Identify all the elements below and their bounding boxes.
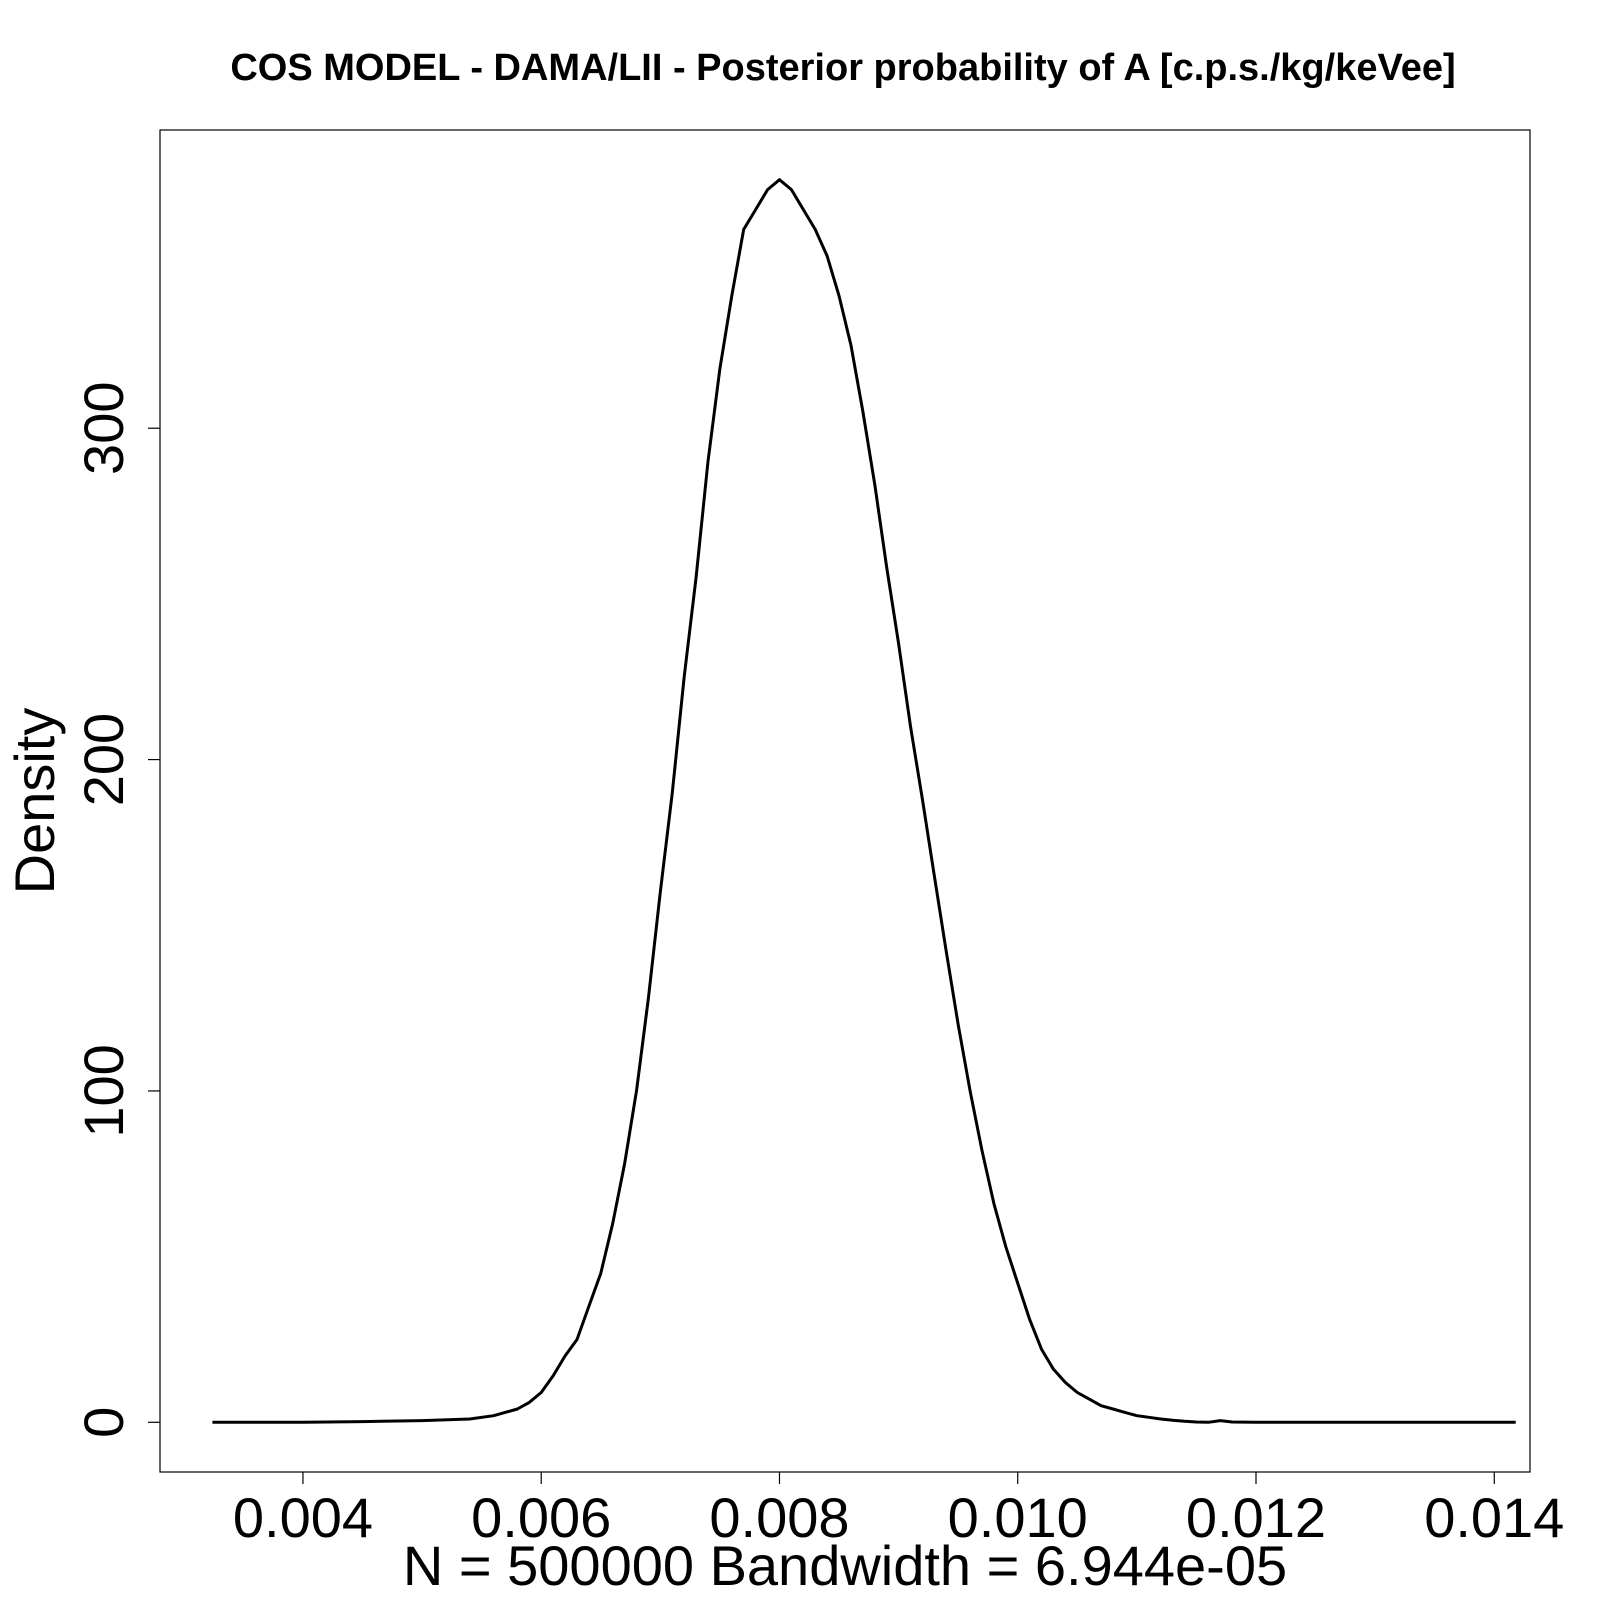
series-group	[212, 178, 1516, 1424]
y-tick-label: 200	[72, 713, 135, 806]
plot-frame	[159, 129, 1531, 1473]
x-tick-label: 0.004	[233, 1486, 373, 1549]
x-tick-label: 0.008	[709, 1486, 849, 1549]
y-tick-label: 0	[72, 1407, 135, 1438]
x-tick-label: 0.014	[1424, 1486, 1564, 1549]
x-tick-label: 0.006	[471, 1486, 611, 1549]
y-axis-label: Density	[3, 708, 66, 895]
x-axis: 0.004 0.006 0.008 0.010 0.012 0.014	[233, 1472, 1564, 1549]
x-axis-label: N = 500000 Bandwidth = 6.944e-05	[403, 1534, 1287, 1597]
chart-title: COS MODEL - DAMA/LII - Posterior probabi…	[230, 47, 1455, 89]
x-tick-label: 0.012	[1186, 1486, 1326, 1549]
y-axis: 0 100 200 300	[72, 382, 160, 1438]
x-tick-label: 0.010	[948, 1486, 1088, 1549]
density-line	[212, 178, 1516, 1424]
y-tick-label: 100	[72, 1044, 135, 1137]
y-tick-label: 300	[72, 382, 135, 475]
